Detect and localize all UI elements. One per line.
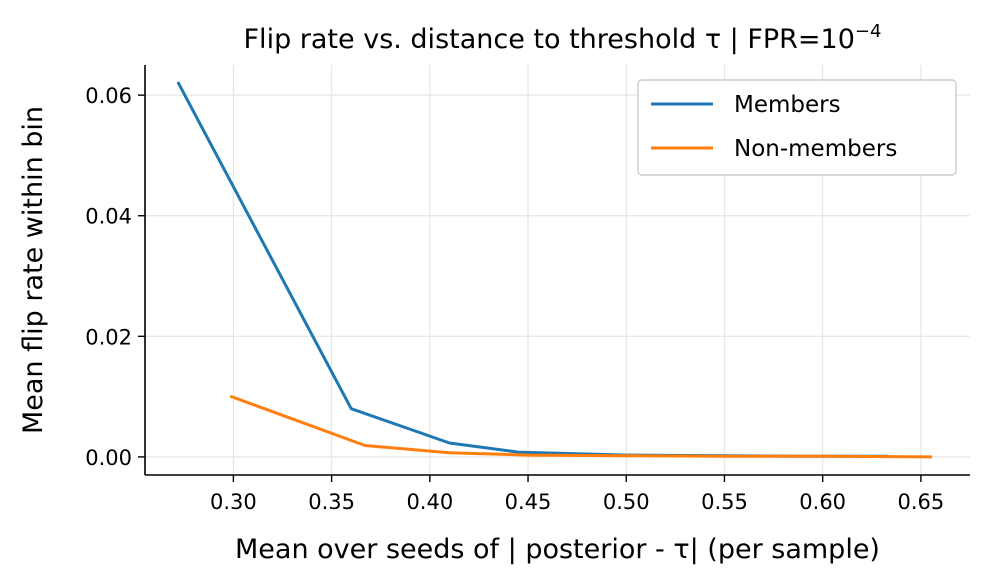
chart-title-main: Flip rate vs. distance to threshold τ | … — [244, 24, 855, 55]
ticks: 0.30 0.35 0.40 0.45 0.50 0.55 0.60 0.65 0.00 0.02… — [85, 84, 944, 514]
x-tick-label: 0.40 — [406, 490, 453, 514]
series-line-non-members — [229, 395, 933, 459]
axes — [144, 65, 970, 476]
x-tick-label: 0.55 — [701, 490, 748, 514]
legend-frame — [637, 79, 957, 176]
x-tick-label: 0.60 — [799, 490, 846, 514]
y-tick-label: 0.06 — [85, 84, 132, 108]
x-tick-label: 0.45 — [505, 490, 552, 514]
chart-title-exponent: −4 — [855, 21, 882, 42]
y-tick-label: 0.02 — [85, 325, 132, 349]
legend: Members Non-members — [637, 79, 957, 176]
series-group — [176, 81, 933, 459]
x-tick-label: 0.50 — [603, 490, 650, 514]
x-tick-label: 0.30 — [210, 490, 257, 514]
x-axis-label: Mean over seeds of | posterior - τ| (per… — [235, 534, 880, 565]
y-tick-label: 0.04 — [85, 205, 132, 229]
legend-label-non-members: Non-members — [734, 136, 897, 162]
y-axis-label: Mean flip rate within bin — [18, 106, 49, 434]
x-tick-label: 0.65 — [898, 490, 945, 514]
y-tick-label: 0.00 — [85, 446, 132, 470]
chart-title: Flip rate vs. distance to threshold τ | … — [244, 21, 882, 55]
legend-label-members: Members — [734, 92, 841, 118]
x-tick-label: 0.35 — [308, 490, 355, 514]
